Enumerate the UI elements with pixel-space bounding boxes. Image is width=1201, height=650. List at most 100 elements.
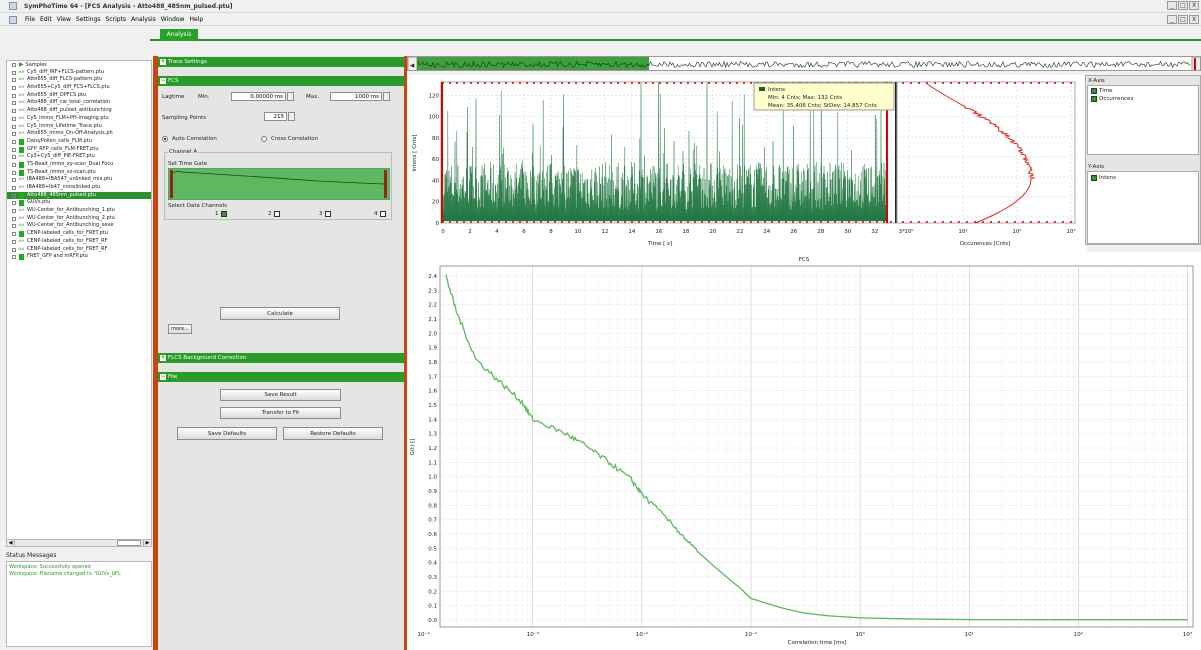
expand-icon[interactable]: [12, 247, 16, 252]
tree-item[interactable]: DaisyPollen_cells_FLM.ptu: [7, 138, 151, 146]
close-button[interactable]: X: [1189, 1, 1199, 10]
overview-selection[interactable]: [417, 57, 649, 71]
tree-item[interactable]: TS-Bead_immo_xy-scan_Dual Focu: [7, 161, 151, 169]
tree-item[interactable]: ⩘⩘ CENP-labeled_cells_for_FRET_RF: [7, 238, 151, 246]
expand-icon[interactable]: [12, 124, 16, 129]
scroll-right-icon[interactable]: ▶: [143, 540, 151, 546]
workspace-tree[interactable]: ▶ Samples ⩘⩘ Cy5_diff_IRF+FLCS-pattern.pt…: [6, 60, 152, 542]
expand-icon[interactable]: [12, 216, 16, 221]
fcs-chart[interactable]: FCS 10⁻⁴ 10⁻³ 10⁻² 10⁻¹ 10⁰ 10¹ 10² 10³ 0.0 0.1 0…: [407, 252, 1201, 650]
cross-correlation-radio[interactable]: [261, 136, 267, 142]
tree-root[interactable]: ▶ Samples: [7, 61, 151, 69]
tab-analysis[interactable]: Analysis: [160, 29, 198, 41]
expand-icon[interactable]: [12, 170, 16, 175]
expand-icon[interactable]: [12, 139, 16, 144]
splitter[interactable]: [404, 56, 407, 650]
expand-icon[interactable]: [12, 186, 16, 190]
trace-overview[interactable]: ◀: [407, 56, 1201, 71]
tree-item[interactable]: TS-Bead_immo_xz-scan.ptu: [7, 169, 151, 177]
tree-item[interactable]: ⩘⩘ Cy5_diff_IRF+FLCS-pattern.ptu: [7, 69, 151, 77]
calculate-button[interactable]: Calculate: [220, 307, 340, 320]
expand-icon[interactable]: [12, 255, 16, 260]
expand-icon[interactable]: [12, 178, 16, 183]
expand-icon[interactable]: [12, 162, 16, 167]
menu-file[interactable]: File: [25, 16, 36, 23]
expand-icon[interactable]: [12, 224, 16, 229]
tree-item[interactable]: ⩘⩘ WU-Center_for_Antibunching_seve: [7, 222, 151, 230]
file-header[interactable]: − File: [158, 372, 404, 382]
gate-handle-left[interactable]: [170, 170, 173, 198]
transfer-to-fit-button[interactable]: Transfer to Fit: [220, 407, 341, 419]
expand-icon[interactable]: [12, 116, 16, 121]
save-defaults-button[interactable]: Save Defaults: [177, 427, 277, 440]
lagtime-min-input[interactable]: 0,00000 ms: [231, 92, 286, 101]
tree-item[interactable]: ⩘⩘ Atto655_immo_On-Off-Analysis.ph: [7, 130, 151, 138]
splitter[interactable]: [153, 56, 158, 650]
expand-icon[interactable]: [12, 232, 16, 237]
tree-item[interactable]: ⩘⩘ IBA488+IBA547_unlinked_mix.ptu: [7, 176, 151, 184]
tree-item[interactable]: ⩘⩘ Atto488_diff_pulsed_antibunching: [7, 107, 151, 115]
expand-icon[interactable]: [12, 93, 16, 98]
maximize-button[interactable]: □: [1178, 1, 1188, 10]
tree-item[interactable]: ⩘⩘ Cy5_immo_FLM+PH-imaging.ptu: [7, 115, 151, 123]
intensity-trace-chart[interactable]: 0 2 4 6 8 10 12 14 16 18 20 22 24 26 28 30 32 3* 02040608…: [407, 75, 1087, 260]
tree-item[interactable]: Atto488_485nm_pulsed.ptu: [7, 191, 151, 200]
expand-icon[interactable]: [12, 101, 16, 106]
cursor-right[interactable]: [886, 82, 888, 223]
doc-close-button[interactable]: X: [1189, 15, 1199, 24]
menu-window[interactable]: Window: [160, 16, 185, 23]
cursor-left[interactable]: [441, 82, 443, 223]
tree-item[interactable]: ⩘⩘ Atto655+Cy5_diff_FCS+FLCS.ptu: [7, 84, 151, 92]
doc-minimize-button[interactable]: _: [1167, 15, 1177, 24]
tree-item[interactable]: ⩘⩘ Cy3+Cy5_diff_PIE-FRET.ptu: [7, 153, 151, 161]
min-spinner[interactable]: [287, 92, 294, 101]
doc-restore-button[interactable]: □: [1178, 15, 1188, 24]
time-gate-plot[interactable]: [168, 168, 390, 200]
sampling-spinner[interactable]: [288, 112, 295, 121]
auto-correlation-radio[interactable]: [162, 136, 168, 142]
expand-icon[interactable]: [12, 109, 16, 114]
menu-help[interactable]: Help: [189, 16, 204, 23]
save-result-button[interactable]: Save Result: [220, 389, 341, 401]
flcs-background-header[interactable]: + FLCS Background Correction: [158, 353, 404, 363]
max-spinner[interactable]: [383, 92, 390, 101]
expand-icon[interactable]: [12, 155, 16, 160]
channel-2-checkbox[interactable]: [274, 211, 280, 217]
scroll-thumb[interactable]: [117, 540, 141, 546]
trace-settings-header[interactable]: + Trace Settings: [158, 57, 404, 67]
time-checkbox[interactable]: [1091, 88, 1097, 94]
channel-4-checkbox[interactable]: [380, 211, 386, 217]
tree-item[interactable]: ⩘⩘ Atto655_diff_FLCS-pattern.ptu: [7, 76, 151, 84]
channel-3-checkbox[interactable]: [325, 211, 331, 217]
lagtime-max-input[interactable]: 1000 ms: [330, 92, 382, 101]
minimize-button[interactable]: _: [1167, 1, 1177, 10]
tree-item[interactable]: FRET_GFP and mRFP.ptu: [7, 253, 151, 261]
tree-item[interactable]: ⩘⩘ Cy5_immo_Lifetime_Trace.ptu: [7, 123, 151, 131]
tree-item[interactable]: ⩘⩘ IBA488+Ib47_crosslinked.ptu: [7, 184, 151, 192]
menu-settings[interactable]: Settings: [75, 16, 101, 23]
channel-1-checkbox[interactable]: [221, 211, 227, 217]
tree-item[interactable]: ⩘⩘ WU-Center_for_Antibunching_2.ptu: [7, 215, 151, 223]
overview-right-arrow[interactable]: [1191, 57, 1201, 71]
expand-icon[interactable]: [12, 132, 16, 137]
expand-icon[interactable]: [12, 147, 16, 152]
menu-edit[interactable]: Edit: [40, 16, 52, 23]
tree-item[interactable]: ⩘⩘ WU-Center_for_Antibunching_1.ptu: [7, 207, 151, 215]
expand-icon[interactable]: [12, 209, 16, 214]
restore-defaults-button[interactable]: Restore Defaults: [283, 427, 383, 440]
intens-checkbox[interactable]: [1091, 175, 1097, 181]
expand-icon[interactable]: [12, 86, 16, 91]
more-button[interactable]: more...: [168, 324, 192, 334]
expand-icon[interactable]: [12, 239, 16, 244]
gate-handle-right[interactable]: [384, 170, 387, 198]
expand-icon[interactable]: [12, 78, 16, 83]
tree-horizontal-scrollbar[interactable]: ◀ ▶: [6, 539, 152, 547]
fcs-header[interactable]: − FCS: [158, 76, 404, 86]
sampling-points-input[interactable]: 215: [264, 112, 287, 121]
tree-item[interactable]: GUVs.ptu: [7, 199, 151, 207]
tree-item[interactable]: GFP_RFP_cells_FLM-FRET.ptu: [7, 146, 151, 154]
menu-scripts[interactable]: Scripts: [105, 16, 127, 23]
occurrences-checkbox[interactable]: [1091, 96, 1097, 102]
tree-item[interactable]: CENP-labeled_cells_for_FRET.ptu: [7, 230, 151, 238]
expand-icon[interactable]: [12, 70, 16, 75]
